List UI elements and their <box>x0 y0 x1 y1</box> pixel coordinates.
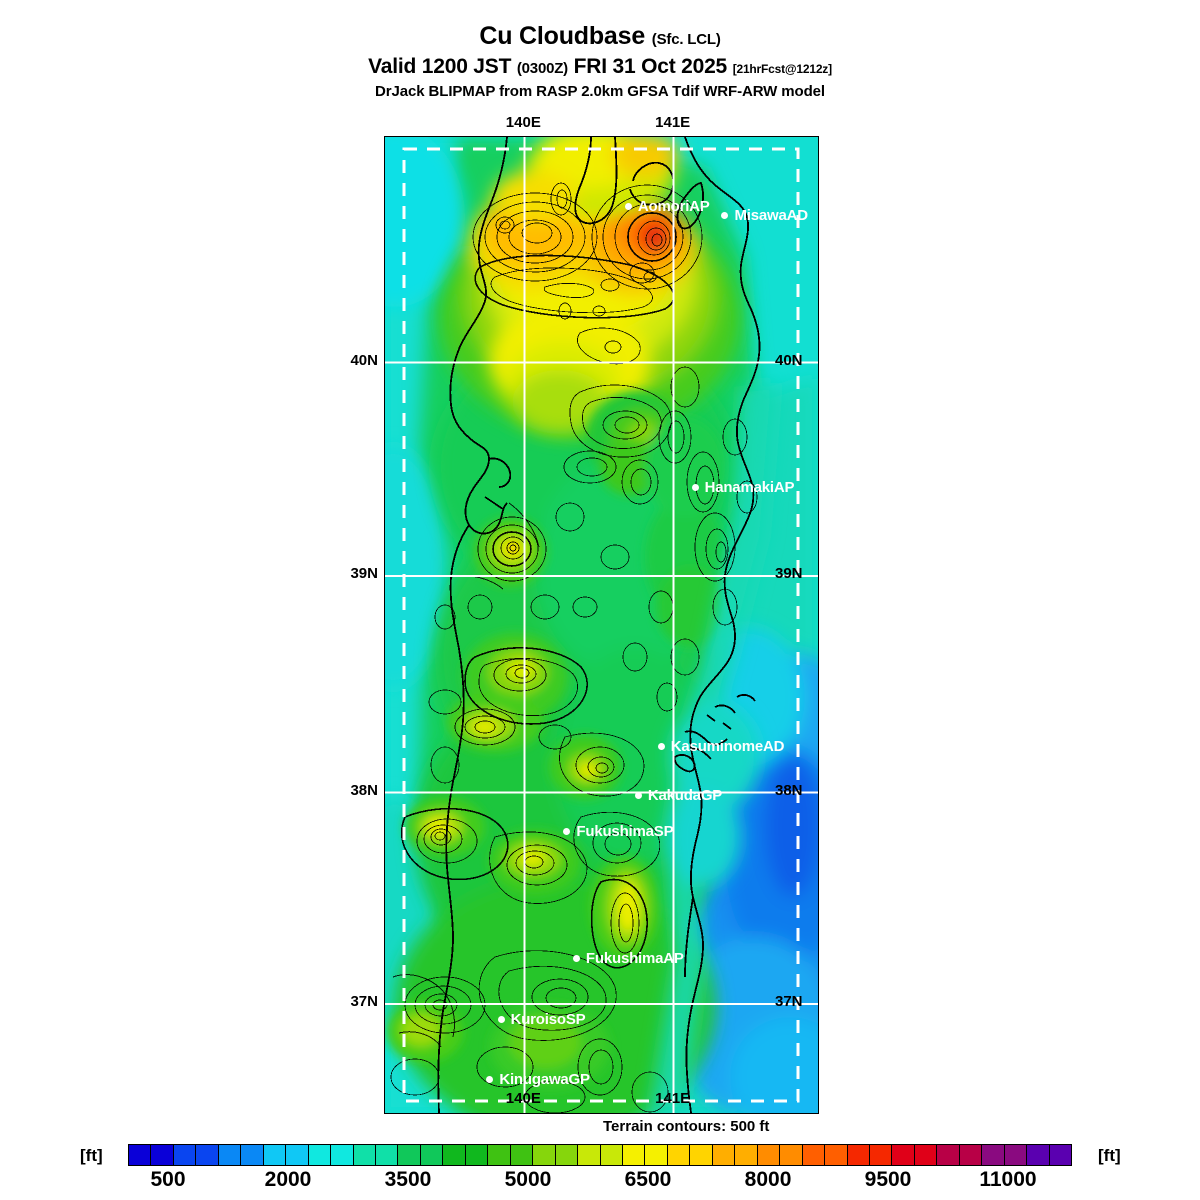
title-block: Cu Cloudbase (Sfc. LCL) Valid 1200 JST (… <box>0 22 1200 102</box>
y-axis-tick-left: 39N <box>350 565 378 583</box>
colorbar-cell <box>465 1145 489 1165</box>
title-sub-text: (Sfc. LCL) <box>651 31 721 48</box>
colorbar-cell <box>375 1145 399 1165</box>
map-plot-area[interactable]: AomoriAP MisawaAD HanamakiAP KasuminomeAD Ka… <box>384 136 819 1114</box>
colorbar-cell <box>443 1145 466 1165</box>
colorbar-cell <box>420 1145 444 1165</box>
colorbar-cell <box>533 1145 556 1165</box>
y-axis-tick-right: 39N <box>775 565 803 583</box>
colorbar-cell <box>735 1145 758 1165</box>
colorbar-cell <box>892 1145 915 1165</box>
colorbar-tick: 6500 <box>624 1168 672 1191</box>
colorbar-cell <box>308 1145 332 1165</box>
y-axis-tick-left: 37N <box>350 993 378 1011</box>
colorbar-container: [ft] [ft] 500 2000 3500 5000 6500 8000 9500 110… <box>0 1136 1200 1196</box>
y-axis-tick-left: 40N <box>350 351 378 369</box>
colorbar-cell <box>129 1145 152 1165</box>
colorbar-cell <box>218 1145 242 1165</box>
colorbar-cell <box>286 1145 309 1165</box>
valid-date-text: FRI 31 Oct 2025 <box>573 55 728 78</box>
forecast-tag-text: [21hrFcst@1212z] <box>732 62 832 76</box>
colorbar-cell <box>757 1145 781 1165</box>
valid-zulu-text: (0300Z) <box>516 60 568 77</box>
graticule-lines <box>385 137 818 1113</box>
x-axis-tick-bottom: 140E <box>505 1090 541 1107</box>
colorbar-cell <box>1027 1145 1050 1165</box>
valid-prefix-text: Valid 1200 JST <box>368 55 512 78</box>
colorbar-cell <box>578 1145 601 1165</box>
colorbar-cell <box>196 1145 219 1165</box>
valid-time-line: Valid 1200 JST (0300Z) FRI 31 Oct 2025 [… <box>0 54 1200 82</box>
colorbar-tick: 8000 <box>744 1168 792 1191</box>
colorbar-tick: 5000 <box>504 1168 552 1191</box>
terrain-contours <box>390 182 758 1113</box>
colorbar-cell <box>1049 1145 1072 1165</box>
colorbar-cell <box>712 1145 736 1165</box>
colorbar-cell <box>622 1145 646 1165</box>
colorbar-tick: 9500 <box>864 1168 912 1191</box>
colorbar-cell <box>1004 1145 1028 1165</box>
colorbar-cell <box>151 1145 174 1165</box>
colorbar-cell <box>802 1145 826 1165</box>
colorbar-cell <box>825 1145 848 1165</box>
model-source-line: DrJack BLIPMAP from RASP 2.0km GFSA Tdif… <box>375 83 825 100</box>
colorbar-cell <box>847 1145 870 1165</box>
colorbar-cell <box>914 1145 938 1165</box>
colorbar-tick: 3500 <box>384 1168 432 1191</box>
colorbar-cell <box>173 1145 197 1165</box>
colorbar-cell <box>600 1145 623 1165</box>
colorbar-cell <box>982 1145 1005 1165</box>
colorbar-cell <box>780 1145 803 1165</box>
colorbar-cell <box>937 1145 960 1165</box>
domain-box <box>402 147 800 1103</box>
colorbar-tick: 11000 <box>979 1168 1037 1191</box>
colorbar-tick: 500 <box>150 1168 186 1191</box>
colorbar-cell <box>488 1145 511 1165</box>
colorbar-tick: 2000 <box>264 1168 312 1191</box>
colorbar-cell <box>241 1145 264 1165</box>
colorbar-cell <box>645 1145 668 1165</box>
colorbar-cell <box>510 1145 534 1165</box>
colorbar-cell <box>331 1145 354 1165</box>
map-container[interactable]: AomoriAP MisawaAD HanamakiAP KasuminomeAD Ka… <box>350 114 819 1114</box>
x-axis-tick-bottom: 141E <box>655 1090 691 1107</box>
colorbar-cell <box>869 1145 893 1165</box>
colorbar-cell <box>959 1145 983 1165</box>
y-axis-tick-right: 38N <box>775 781 803 799</box>
x-axis-tick-top: 140E <box>505 114 541 131</box>
colorbar-cell <box>690 1145 713 1165</box>
colorbar-cell <box>667 1145 691 1165</box>
x-axis-tick-top: 141E <box>655 114 691 131</box>
y-axis-tick-right: 37N <box>775 993 803 1011</box>
terrain-contour-note: Terrain contours: 500 ft <box>603 1118 770 1135</box>
page-title: Cu Cloudbase (Sfc. LCL) <box>0 22 1200 54</box>
cloudbase-heatmap <box>385 137 818 1113</box>
colorbar-cell <box>263 1145 287 1165</box>
colorbar-scale[interactable] <box>128 1144 1072 1166</box>
y-axis-tick-right: 40N <box>775 351 803 369</box>
colorbar-unit-left: [ft] <box>80 1146 103 1165</box>
colorbar-cell <box>398 1145 421 1165</box>
colorbar-cell <box>555 1145 579 1165</box>
colorbar-cell <box>353 1145 376 1165</box>
title-main-text: Cu Cloudbase <box>479 22 646 50</box>
y-axis-tick-left: 38N <box>350 781 378 799</box>
colorbar-unit-right: [ft] <box>1098 1146 1121 1165</box>
